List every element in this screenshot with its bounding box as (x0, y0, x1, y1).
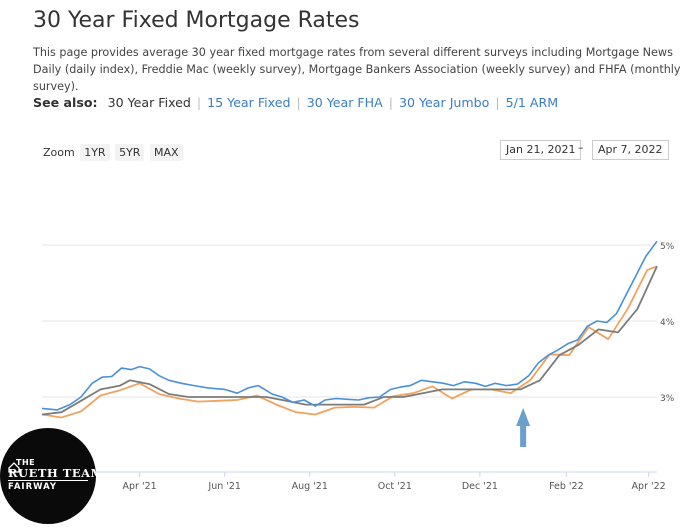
x-tick-label: Dec '21 (462, 481, 498, 492)
zoom-controls: Zoom 1YR 5YR MAX (43, 144, 183, 161)
x-tick-label: Oct '21 (378, 481, 412, 492)
series-line-mnd (41, 240, 658, 411)
page-title: 30 Year Fixed Mortgage Rates (33, 8, 360, 33)
y-tick-label: 5% (660, 242, 675, 252)
see-also-current: 30 Year Fixed (107, 95, 191, 110)
date-to-input[interactable]: Apr 7, 2022 (592, 140, 669, 160)
logo-line-2: RUETH TEAM (8, 466, 96, 480)
x-tick-label: Aug '21 (292, 481, 328, 492)
date-from-input[interactable]: Jan 21, 2021 (500, 140, 582, 160)
separator: | (196, 95, 202, 110)
y-tick-label: 3% (660, 394, 675, 404)
link-30-year-fha[interactable]: 30 Year FHA (306, 95, 383, 110)
team-logo: THE RUETH TEAM FAIRWAY (0, 428, 96, 524)
series-line-gray (41, 265, 658, 416)
house-icon (8, 462, 20, 473)
zoom-max-button[interactable]: MAX (149, 144, 183, 161)
separator: | (388, 95, 393, 110)
link-30-year-jumbo[interactable]: 30 Year Jumbo (399, 95, 490, 110)
logo-divider (8, 480, 88, 481)
link-5-1-arm[interactable]: 5/1 ARM (505, 95, 559, 110)
logo-line-3: FAIRWAY (8, 482, 58, 492)
annotation-arrow-shaft (520, 425, 527, 447)
logo-line-1: THE (16, 458, 36, 467)
separator: | (495, 95, 500, 110)
date-range-dash: – (578, 141, 584, 154)
zoom-1yr-button[interactable]: 1YR (80, 144, 110, 161)
x-tick-label: Apr '21 (123, 481, 157, 492)
separator: | (296, 95, 301, 110)
see-also-nav: See also: 30 Year Fixed | 15 Year Fixed | 30… (33, 95, 558, 110)
zoom-label: Zoom (43, 146, 75, 159)
link-15-year-fixed[interactable]: 15 Year Fixed (207, 95, 291, 110)
zoom-5yr-button[interactable]: 5YR (115, 144, 145, 161)
x-tick-label: Feb '22 (549, 481, 584, 492)
annotation-arrow-head (516, 408, 531, 426)
x-tick-label: Apr '22 (632, 481, 666, 492)
see-also-label: See also: (33, 95, 98, 110)
page-description: This page provides average 30 year fixed… (33, 46, 681, 93)
series-line-orange (41, 265, 658, 419)
y-tick-label: 4% (660, 318, 675, 328)
x-tick-label: Jun '21 (207, 481, 241, 492)
